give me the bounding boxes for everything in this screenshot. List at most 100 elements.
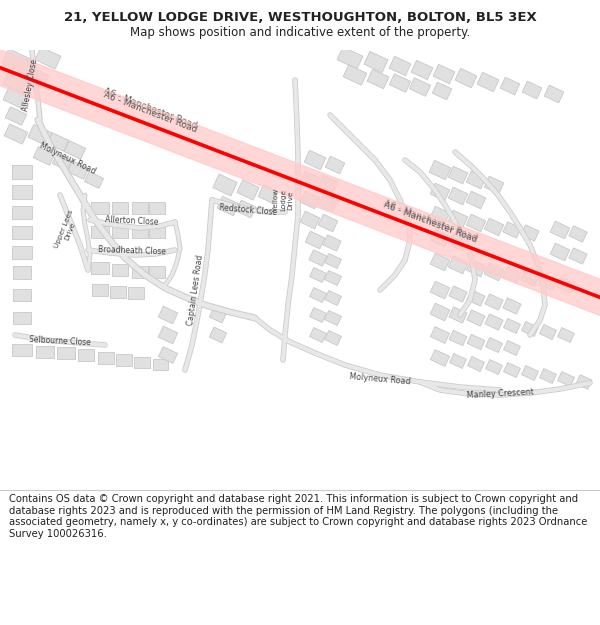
Bar: [300, 191, 320, 209]
Bar: [158, 306, 178, 324]
Text: Contains OS data © Crown copyright and database right 2021. This information is : Contains OS data © Crown copyright and d…: [9, 494, 587, 539]
Bar: [112, 264, 128, 276]
Bar: [12, 226, 32, 239]
Bar: [432, 82, 452, 100]
Bar: [557, 328, 574, 342]
Bar: [449, 354, 466, 369]
Bar: [91, 202, 109, 214]
Bar: [467, 290, 485, 306]
Bar: [13, 312, 31, 324]
Bar: [12, 185, 32, 199]
Text: Map shows position and indicative extent of the property.: Map shows position and indicative extent…: [130, 26, 470, 39]
Bar: [98, 352, 114, 364]
Bar: [91, 226, 109, 238]
Bar: [78, 349, 94, 361]
Text: A6 - Manchester Road: A6 - Manchester Road: [382, 198, 478, 242]
Bar: [430, 229, 450, 247]
Bar: [152, 359, 167, 369]
Bar: [484, 218, 504, 236]
Bar: [217, 196, 239, 216]
Bar: [466, 191, 486, 209]
Bar: [430, 253, 450, 271]
Bar: [550, 221, 570, 239]
Bar: [343, 65, 367, 85]
Bar: [389, 56, 411, 76]
Bar: [258, 185, 278, 203]
Bar: [91, 262, 109, 274]
Bar: [3, 87, 29, 109]
Text: A6 - Manchester Road: A6 - Manchester Road: [382, 200, 478, 244]
Text: Redstock Close: Redstock Close: [219, 203, 277, 217]
Bar: [325, 331, 341, 346]
Bar: [300, 211, 320, 229]
Bar: [467, 334, 485, 350]
Bar: [116, 354, 132, 366]
Bar: [3, 71, 27, 92]
Text: Molyneux Road: Molyneux Road: [349, 372, 411, 386]
Bar: [557, 277, 575, 293]
Bar: [2, 49, 34, 75]
Bar: [466, 214, 486, 232]
Bar: [5, 107, 26, 125]
Text: A6 - Manchester Road: A6 - Manchester Road: [102, 90, 198, 134]
Bar: [467, 356, 484, 371]
Bar: [449, 330, 467, 346]
Bar: [28, 68, 49, 86]
Bar: [85, 172, 104, 188]
Bar: [318, 214, 338, 232]
Bar: [134, 356, 150, 367]
Bar: [448, 166, 468, 184]
Bar: [12, 246, 32, 259]
Bar: [539, 324, 556, 339]
Bar: [112, 202, 128, 214]
Bar: [128, 287, 144, 299]
Text: Molyneux Road: Molyneux Road: [38, 141, 98, 176]
Bar: [466, 171, 486, 189]
Bar: [576, 375, 592, 389]
Bar: [484, 176, 504, 194]
Text: Yellow
Lodge
Drive: Yellow Lodge Drive: [273, 189, 293, 211]
Bar: [503, 362, 520, 378]
Bar: [430, 206, 450, 224]
Bar: [300, 171, 320, 189]
Bar: [485, 359, 502, 374]
Bar: [149, 226, 165, 238]
Bar: [36, 346, 54, 358]
Bar: [28, 124, 52, 146]
Bar: [522, 81, 542, 99]
Bar: [503, 298, 521, 314]
Bar: [430, 303, 450, 321]
Bar: [503, 341, 520, 356]
Bar: [209, 327, 227, 343]
Bar: [485, 314, 503, 330]
Bar: [310, 308, 326, 322]
Bar: [503, 222, 521, 238]
Bar: [466, 259, 486, 277]
Text: Manley Crescent: Manley Crescent: [466, 388, 533, 400]
Bar: [323, 235, 341, 251]
Bar: [12, 344, 32, 356]
Bar: [112, 226, 128, 238]
Bar: [433, 64, 455, 84]
Bar: [310, 288, 326, 302]
Bar: [149, 266, 165, 278]
Bar: [310, 328, 326, 342]
Bar: [325, 311, 341, 326]
Bar: [467, 310, 485, 326]
Bar: [34, 147, 55, 165]
Bar: [57, 347, 75, 359]
Bar: [429, 160, 451, 180]
Bar: [304, 150, 326, 170]
Bar: [448, 256, 468, 274]
Bar: [305, 231, 325, 249]
Text: Allerton Close: Allerton Close: [105, 215, 159, 227]
Bar: [364, 51, 388, 72]
Bar: [12, 165, 32, 179]
Bar: [158, 347, 178, 363]
Bar: [158, 326, 178, 344]
Bar: [430, 183, 450, 201]
Bar: [325, 156, 345, 174]
Bar: [149, 202, 165, 214]
Bar: [449, 286, 467, 302]
Bar: [521, 225, 539, 241]
